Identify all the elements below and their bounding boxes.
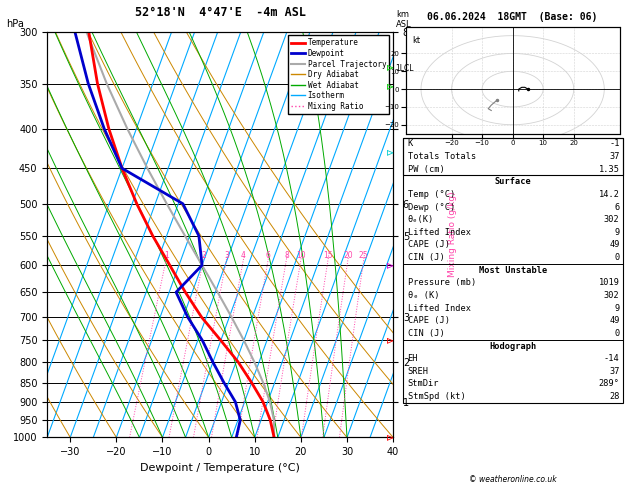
- Text: 4: 4: [241, 251, 246, 260]
- X-axis label: Dewpoint / Temperature (°C): Dewpoint / Temperature (°C): [140, 463, 300, 473]
- Text: 1.35: 1.35: [599, 165, 620, 174]
- Text: Hodograph: Hodograph: [489, 342, 537, 350]
- Text: ⊳: ⊳: [386, 335, 394, 346]
- Text: ⊳: ⊳: [386, 62, 394, 72]
- Text: 49: 49: [609, 316, 620, 325]
- Text: 1019: 1019: [599, 278, 620, 287]
- Text: Totals Totals: Totals Totals: [408, 152, 476, 161]
- Text: PW (cm): PW (cm): [408, 165, 444, 174]
- Text: θₑ(K): θₑ(K): [408, 215, 434, 224]
- Text: 37: 37: [609, 367, 620, 376]
- Text: © weatheronline.co.uk: © weatheronline.co.uk: [469, 474, 557, 484]
- Text: 14.2: 14.2: [599, 190, 620, 199]
- Text: 8: 8: [284, 251, 289, 260]
- Text: ⊳: ⊳: [386, 147, 394, 157]
- Text: CAPE (J): CAPE (J): [408, 241, 450, 249]
- Text: 3: 3: [224, 251, 229, 260]
- Text: Lifted Index: Lifted Index: [408, 228, 470, 237]
- Text: hPa: hPa: [6, 19, 24, 29]
- Text: 6: 6: [615, 203, 620, 211]
- Text: 37: 37: [609, 152, 620, 161]
- Text: 1: 1: [164, 251, 169, 260]
- Text: 10: 10: [296, 251, 306, 260]
- Text: SREH: SREH: [408, 367, 428, 376]
- Text: K: K: [408, 139, 413, 148]
- Text: CAPE (J): CAPE (J): [408, 316, 450, 325]
- Text: 2: 2: [201, 251, 206, 260]
- Text: kt: kt: [412, 35, 420, 45]
- Text: Most Unstable: Most Unstable: [479, 266, 547, 275]
- Text: 0: 0: [615, 329, 620, 338]
- Text: Lifted Index: Lifted Index: [408, 304, 470, 312]
- Text: 302: 302: [604, 291, 620, 300]
- Text: 15: 15: [323, 251, 333, 260]
- Text: 6: 6: [265, 251, 270, 260]
- Legend: Temperature, Dewpoint, Parcel Trajectory, Dry Adiabat, Wet Adiabat, Isotherm, Mi: Temperature, Dewpoint, Parcel Trajectory…: [287, 35, 389, 114]
- Text: Dewp (°C): Dewp (°C): [408, 203, 455, 211]
- Text: 1LCL: 1LCL: [395, 65, 413, 73]
- Text: 0: 0: [615, 253, 620, 262]
- Text: 06.06.2024  18GMT  (Base: 06): 06.06.2024 18GMT (Base: 06): [428, 12, 598, 22]
- Text: 9: 9: [615, 304, 620, 312]
- Y-axis label: Mixing Ratio (g/kg): Mixing Ratio (g/kg): [448, 191, 457, 278]
- Text: Pressure (mb): Pressure (mb): [408, 278, 476, 287]
- Text: 49: 49: [609, 241, 620, 249]
- Text: EH: EH: [408, 354, 418, 363]
- Text: -14: -14: [604, 354, 620, 363]
- Text: ⊳: ⊳: [386, 81, 394, 91]
- Text: 28: 28: [609, 392, 620, 401]
- Text: 289°: 289°: [599, 380, 620, 388]
- Text: 302: 302: [604, 215, 620, 224]
- Text: θₑ (K): θₑ (K): [408, 291, 439, 300]
- Text: Temp (°C): Temp (°C): [408, 190, 455, 199]
- Text: Surface: Surface: [494, 177, 531, 186]
- Text: km
ASL: km ASL: [396, 11, 412, 29]
- Text: CIN (J): CIN (J): [408, 253, 444, 262]
- Text: CIN (J): CIN (J): [408, 329, 444, 338]
- Text: StmSpd (kt): StmSpd (kt): [408, 392, 465, 401]
- Text: StmDir: StmDir: [408, 380, 439, 388]
- Text: 20: 20: [343, 251, 353, 260]
- Text: -1: -1: [609, 139, 620, 148]
- Text: 9: 9: [615, 228, 620, 237]
- Text: ⊳: ⊳: [386, 260, 394, 270]
- Text: ⊳: ⊳: [386, 433, 394, 442]
- Text: 52°18'N  4°47'E  -4m ASL: 52°18'N 4°47'E -4m ASL: [135, 6, 306, 19]
- Text: 25: 25: [359, 251, 369, 260]
